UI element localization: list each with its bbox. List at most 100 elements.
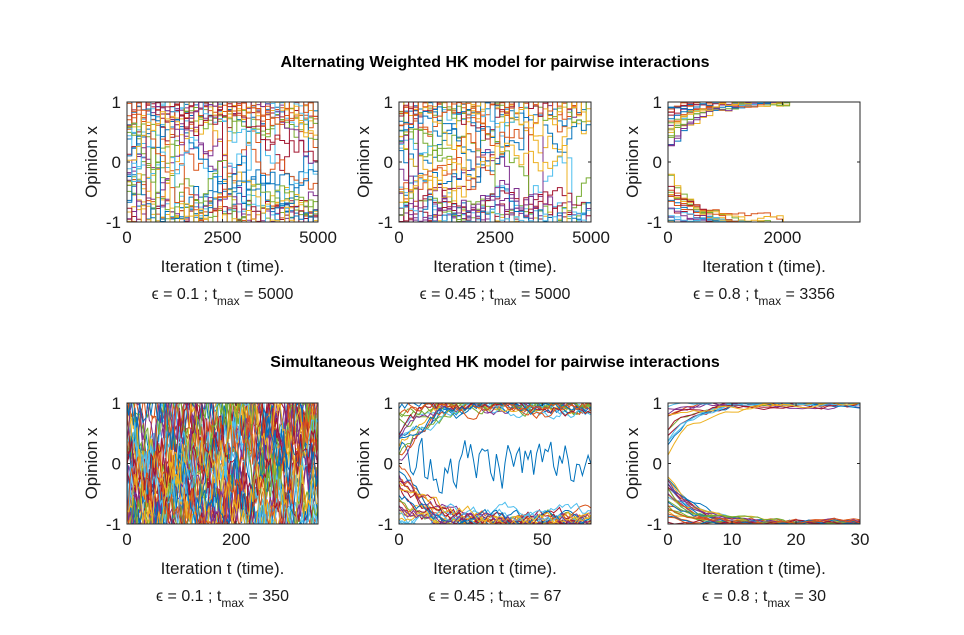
series-line: [127, 403, 318, 524]
y-tick-label: 0: [112, 153, 121, 172]
series-line: [399, 403, 591, 420]
x-tick-label: 5000: [299, 228, 337, 247]
series-line: [127, 403, 318, 524]
caption-subscript: max: [221, 596, 244, 610]
caption-suffix: = 5000: [517, 286, 571, 303]
caption-prefix: ϵ = 0.45 ; t: [429, 588, 504, 605]
series-line: [668, 403, 860, 417]
series-group: [668, 403, 860, 524]
x-axis-label: Iteration t (time).: [433, 257, 557, 276]
caption-subscript: max: [758, 294, 781, 308]
series-line: [399, 403, 591, 439]
y-tick-label: 1: [112, 394, 121, 413]
x-axis-label: Iteration t (time).: [702, 257, 826, 276]
caption-suffix: = 5000: [240, 286, 294, 303]
y-tick-label: 1: [384, 93, 393, 112]
x-axis-label: Iteration t (time).: [161, 257, 285, 276]
series-line: [399, 102, 591, 203]
y-tick-label: 0: [384, 153, 393, 172]
series-line: [668, 207, 860, 222]
series-line: [668, 102, 860, 122]
series-line: [668, 487, 860, 524]
series-line: [399, 184, 591, 222]
series-line: [668, 215, 860, 222]
x-tick-label: 0: [663, 530, 672, 549]
series-line: [127, 403, 318, 524]
series-line: [127, 403, 318, 524]
series-line: [668, 102, 860, 133]
series-line: [668, 102, 860, 113]
series-line: [127, 403, 318, 501]
y-tick-label: 1: [112, 93, 121, 112]
caption-subscript: max: [503, 596, 526, 610]
series-line: [399, 188, 591, 222]
x-tick-label: 200: [222, 530, 250, 549]
x-tick-label: 2500: [476, 228, 514, 247]
parameter-caption: ϵ = 0.45 ; tmax = 5000: [420, 286, 571, 308]
y-axis-label: Opinion x: [623, 126, 642, 198]
y-axis-label: Opinion x: [82, 126, 101, 198]
series-line: [668, 194, 860, 222]
series-line: [127, 403, 318, 524]
caption-subscript: max: [217, 294, 240, 308]
series-line: [399, 403, 591, 438]
series-line: [127, 102, 318, 222]
y-tick-label: 0: [384, 455, 393, 474]
x-tick-label: 30: [851, 530, 870, 549]
series-line: [399, 488, 591, 524]
parameter-caption: ϵ = 0.8 ; tmax = 3356: [693, 286, 835, 308]
caption-suffix: = 30: [790, 588, 826, 605]
series-line: [668, 185, 860, 222]
x-tick-label: 0: [122, 228, 131, 247]
y-axis-label: Opinion x: [354, 126, 373, 198]
series-line: [668, 488, 860, 524]
y-tick-label: 0: [653, 455, 662, 474]
series-line: [399, 501, 591, 524]
series-line: [399, 142, 591, 222]
series-group: [668, 102, 860, 222]
x-tick-label: 10: [723, 530, 742, 549]
x-tick-label: 5000: [572, 228, 610, 247]
series-line: [399, 102, 591, 153]
series-line: [127, 102, 318, 140]
x-tick-label: 0: [122, 530, 131, 549]
series-line: [399, 129, 591, 222]
y-axis-label: Opinion x: [354, 427, 373, 499]
y-tick-label: 0: [112, 455, 121, 474]
series-line: [399, 437, 591, 494]
y-tick-label: -1: [106, 515, 121, 534]
x-axis-label: Iteration t (time).: [161, 559, 285, 578]
caption-prefix: ϵ = 0.45 ; t: [420, 286, 495, 303]
series-line: [668, 191, 860, 222]
caption-subscript: max: [494, 294, 517, 308]
y-tick-label: -1: [378, 515, 393, 534]
y-tick-label: -1: [378, 213, 393, 232]
series-line: [668, 516, 860, 524]
x-axis-label: Iteration t (time).: [702, 559, 826, 578]
caption-prefix: ϵ = 0.8 ; t: [702, 588, 768, 605]
x-tick-label: 0: [394, 228, 403, 247]
series-line: [127, 102, 318, 203]
series-line: [668, 403, 860, 416]
y-axis-label: Opinion x: [623, 427, 642, 499]
parameter-caption: ϵ = 0.8 ; tmax = 30: [702, 588, 826, 610]
parameter-caption: ϵ = 0.1 ; tmax = 5000: [152, 286, 294, 308]
y-axis-label: Opinion x: [82, 427, 101, 499]
y-tick-label: 0: [653, 153, 662, 172]
y-tick-label: 1: [384, 394, 393, 413]
caption-suffix: = 350: [244, 588, 289, 605]
series-line: [127, 102, 318, 222]
series-line: [127, 403, 318, 524]
top-row-title: Alternating Weighted HK model for pairwi…: [280, 54, 709, 71]
parameter-caption: ϵ = 0.45 ; tmax = 67: [429, 588, 562, 610]
series-line: [399, 102, 591, 167]
x-tick-label: 0: [394, 530, 403, 549]
x-tick-label: 0: [663, 228, 672, 247]
x-tick-label: 2500: [204, 228, 242, 247]
